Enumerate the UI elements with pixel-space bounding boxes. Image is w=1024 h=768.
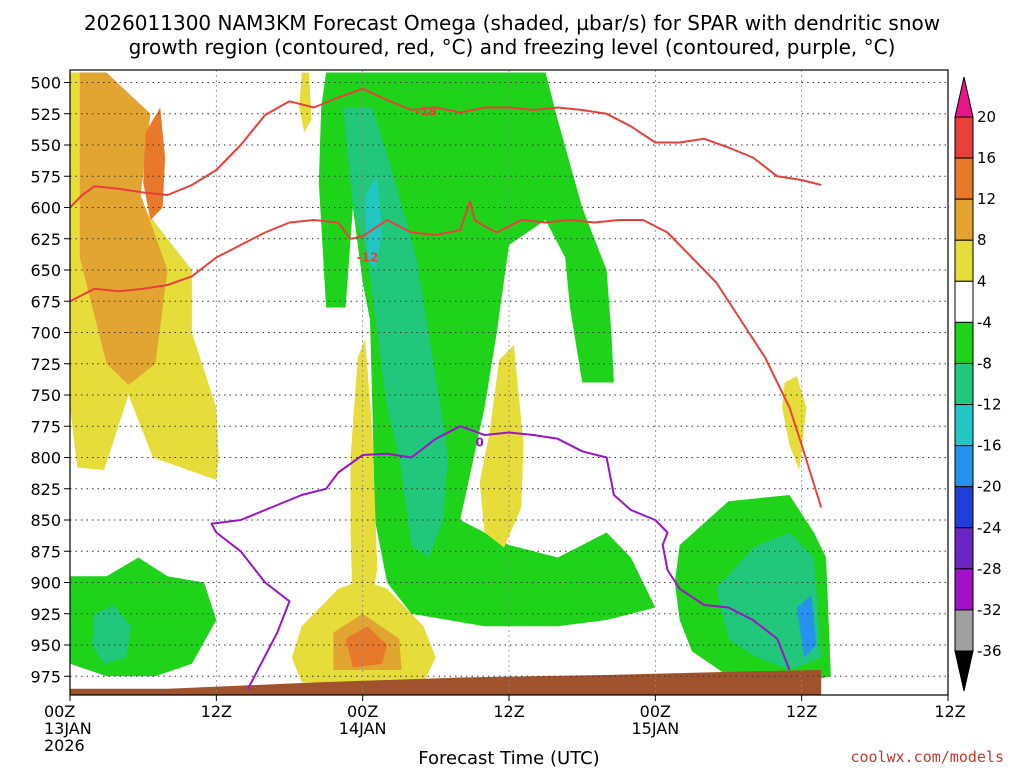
y-tick-label-625: 625: [30, 230, 61, 249]
y-tick-label-525: 525: [30, 105, 61, 124]
descent-region-low-level-east-core: [716, 532, 822, 670]
colorbar-bin-5: [954, 321, 974, 364]
chart-title-line-2: growth region (contoured, red, °C) and f…: [129, 35, 896, 59]
freezing-level-0-contour-label: 0: [476, 436, 484, 450]
y-tick-label-650: 650: [30, 261, 61, 280]
y-tick-label-775: 775: [30, 417, 61, 436]
y-tick-label-850: 850: [30, 511, 61, 530]
dendritic-minus12-contour: [70, 200, 823, 508]
colorbar-label-0: 20: [977, 108, 996, 126]
y-tick-label-675: 675: [30, 292, 61, 311]
y-tick-label-975: 975: [30, 667, 61, 686]
colorbar-label-11: -28: [977, 560, 1002, 578]
y-tick-label-825: 825: [30, 480, 61, 499]
x-tick-label-5-0: 12Z: [786, 702, 817, 721]
x-tick-label-0-1: 13JAN: [44, 719, 92, 738]
grid-lines: [70, 70, 948, 695]
omega-shading: [70, 72, 831, 695]
y-tick-label-550: 550: [30, 136, 61, 155]
colorbar-bottom-arrow: [954, 650, 974, 692]
dendritic-minus18-contour: [70, 87, 822, 209]
x-tick-label-0-0: 00Z: [44, 702, 75, 721]
y-tick-label-725: 725: [30, 355, 61, 374]
x-tick-label-2-1: 14JAN: [339, 719, 387, 738]
colorbar-bin-11: [954, 568, 974, 611]
colorbar: 20 16 12 8 4 -4 -8 -12 -16 -20 -24 -28 -32 -36: [954, 76, 1002, 692]
colorbar-label-7: -12: [977, 396, 1002, 414]
y-tick-label-900: 900: [30, 574, 61, 593]
x-tick-label-1-0: 12Z: [201, 702, 232, 721]
dendritic-minus18-contour-label: -18: [415, 104, 437, 118]
colorbar-bin-7: [954, 404, 974, 447]
colorbar-label-8: -16: [977, 437, 1002, 455]
y-tick-label-700: 700: [30, 324, 61, 343]
colorbar-bin-2: [954, 198, 974, 241]
colorbar-label-2: 12: [977, 190, 996, 208]
colorbar-bin-4: [954, 280, 974, 323]
y-tick-label-875: 875: [30, 542, 61, 561]
colorbar-label-4: 4: [977, 272, 987, 290]
colorbar-bin-10: [954, 527, 974, 570]
surface-terrain: [70, 670, 822, 695]
colorbar-label-9: -20: [977, 478, 1002, 496]
colorbar-bin-12: [954, 609, 974, 652]
colorbar-label-5: -4: [977, 313, 992, 331]
colorbar-label-12: -32: [977, 601, 1002, 619]
y-tick-label-950: 950: [30, 636, 61, 655]
y-axis-ticks: 500 525 550 575 600 625 650 675 700 725 750 775 800 8…: [30, 74, 70, 686]
y-tick-label-750: 750: [30, 386, 61, 405]
descent-region-low-level-west-core: [92, 605, 131, 664]
y-tick-label-575: 575: [30, 167, 61, 186]
x-tick-label-end: 12Z: [934, 702, 965, 721]
dendritic-minus12-contour-label: -12: [357, 251, 379, 265]
colorbar-bin-6: [954, 362, 974, 406]
y-tick-label-800: 800: [30, 449, 61, 468]
colorbar-label-1: 16: [977, 149, 996, 167]
x-axis-label: Forecast Time (UTC): [418, 748, 599, 768]
temperature-contours: -18 -12 0: [70, 87, 823, 690]
ascent-region-midlevel-plume: [350, 338, 378, 620]
colorbar-label-3: 8: [977, 231, 987, 249]
freezing-level-0-contour: [210, 425, 791, 690]
chart-title-line-1: 2026011300 NAM3KM Forecast Omega (shaded…: [84, 11, 940, 35]
x-tick-label-4-0: 00Z: [640, 702, 671, 721]
ascent-region-low-level-peak: [345, 626, 388, 668]
colorbar-label-13: -36: [977, 642, 1002, 660]
y-tick-label-925: 925: [30, 605, 61, 624]
colorbar-bin-0: [954, 116, 974, 159]
x-tick-label-3-0: 12Z: [493, 702, 524, 721]
credit-text: coolwx.com/models: [850, 748, 1004, 766]
colorbar-label-10: -24: [977, 519, 1002, 537]
colorbar-bin-8: [954, 445, 974, 488]
ascent-region-early-peak: [143, 107, 166, 220]
ascent-region-midday-plume: [479, 345, 524, 548]
colorbar-bin-3: [954, 239, 974, 282]
colorbar-bin-9: [954, 486, 974, 529]
y-tick-label-500: 500: [30, 74, 61, 93]
y-tick-label-600: 600: [30, 199, 61, 218]
x-tick-label-0-2: 2026: [44, 736, 85, 755]
ascent-region-small-top: [299, 72, 312, 133]
colorbar-label-6: -8: [977, 354, 992, 372]
x-tick-label-2-0: 00Z: [347, 702, 378, 721]
colorbar-bin-1: [954, 157, 974, 200]
x-tick-label-4-1: 15JAN: [631, 719, 679, 738]
descent-region-main-peak: [365, 176, 383, 270]
